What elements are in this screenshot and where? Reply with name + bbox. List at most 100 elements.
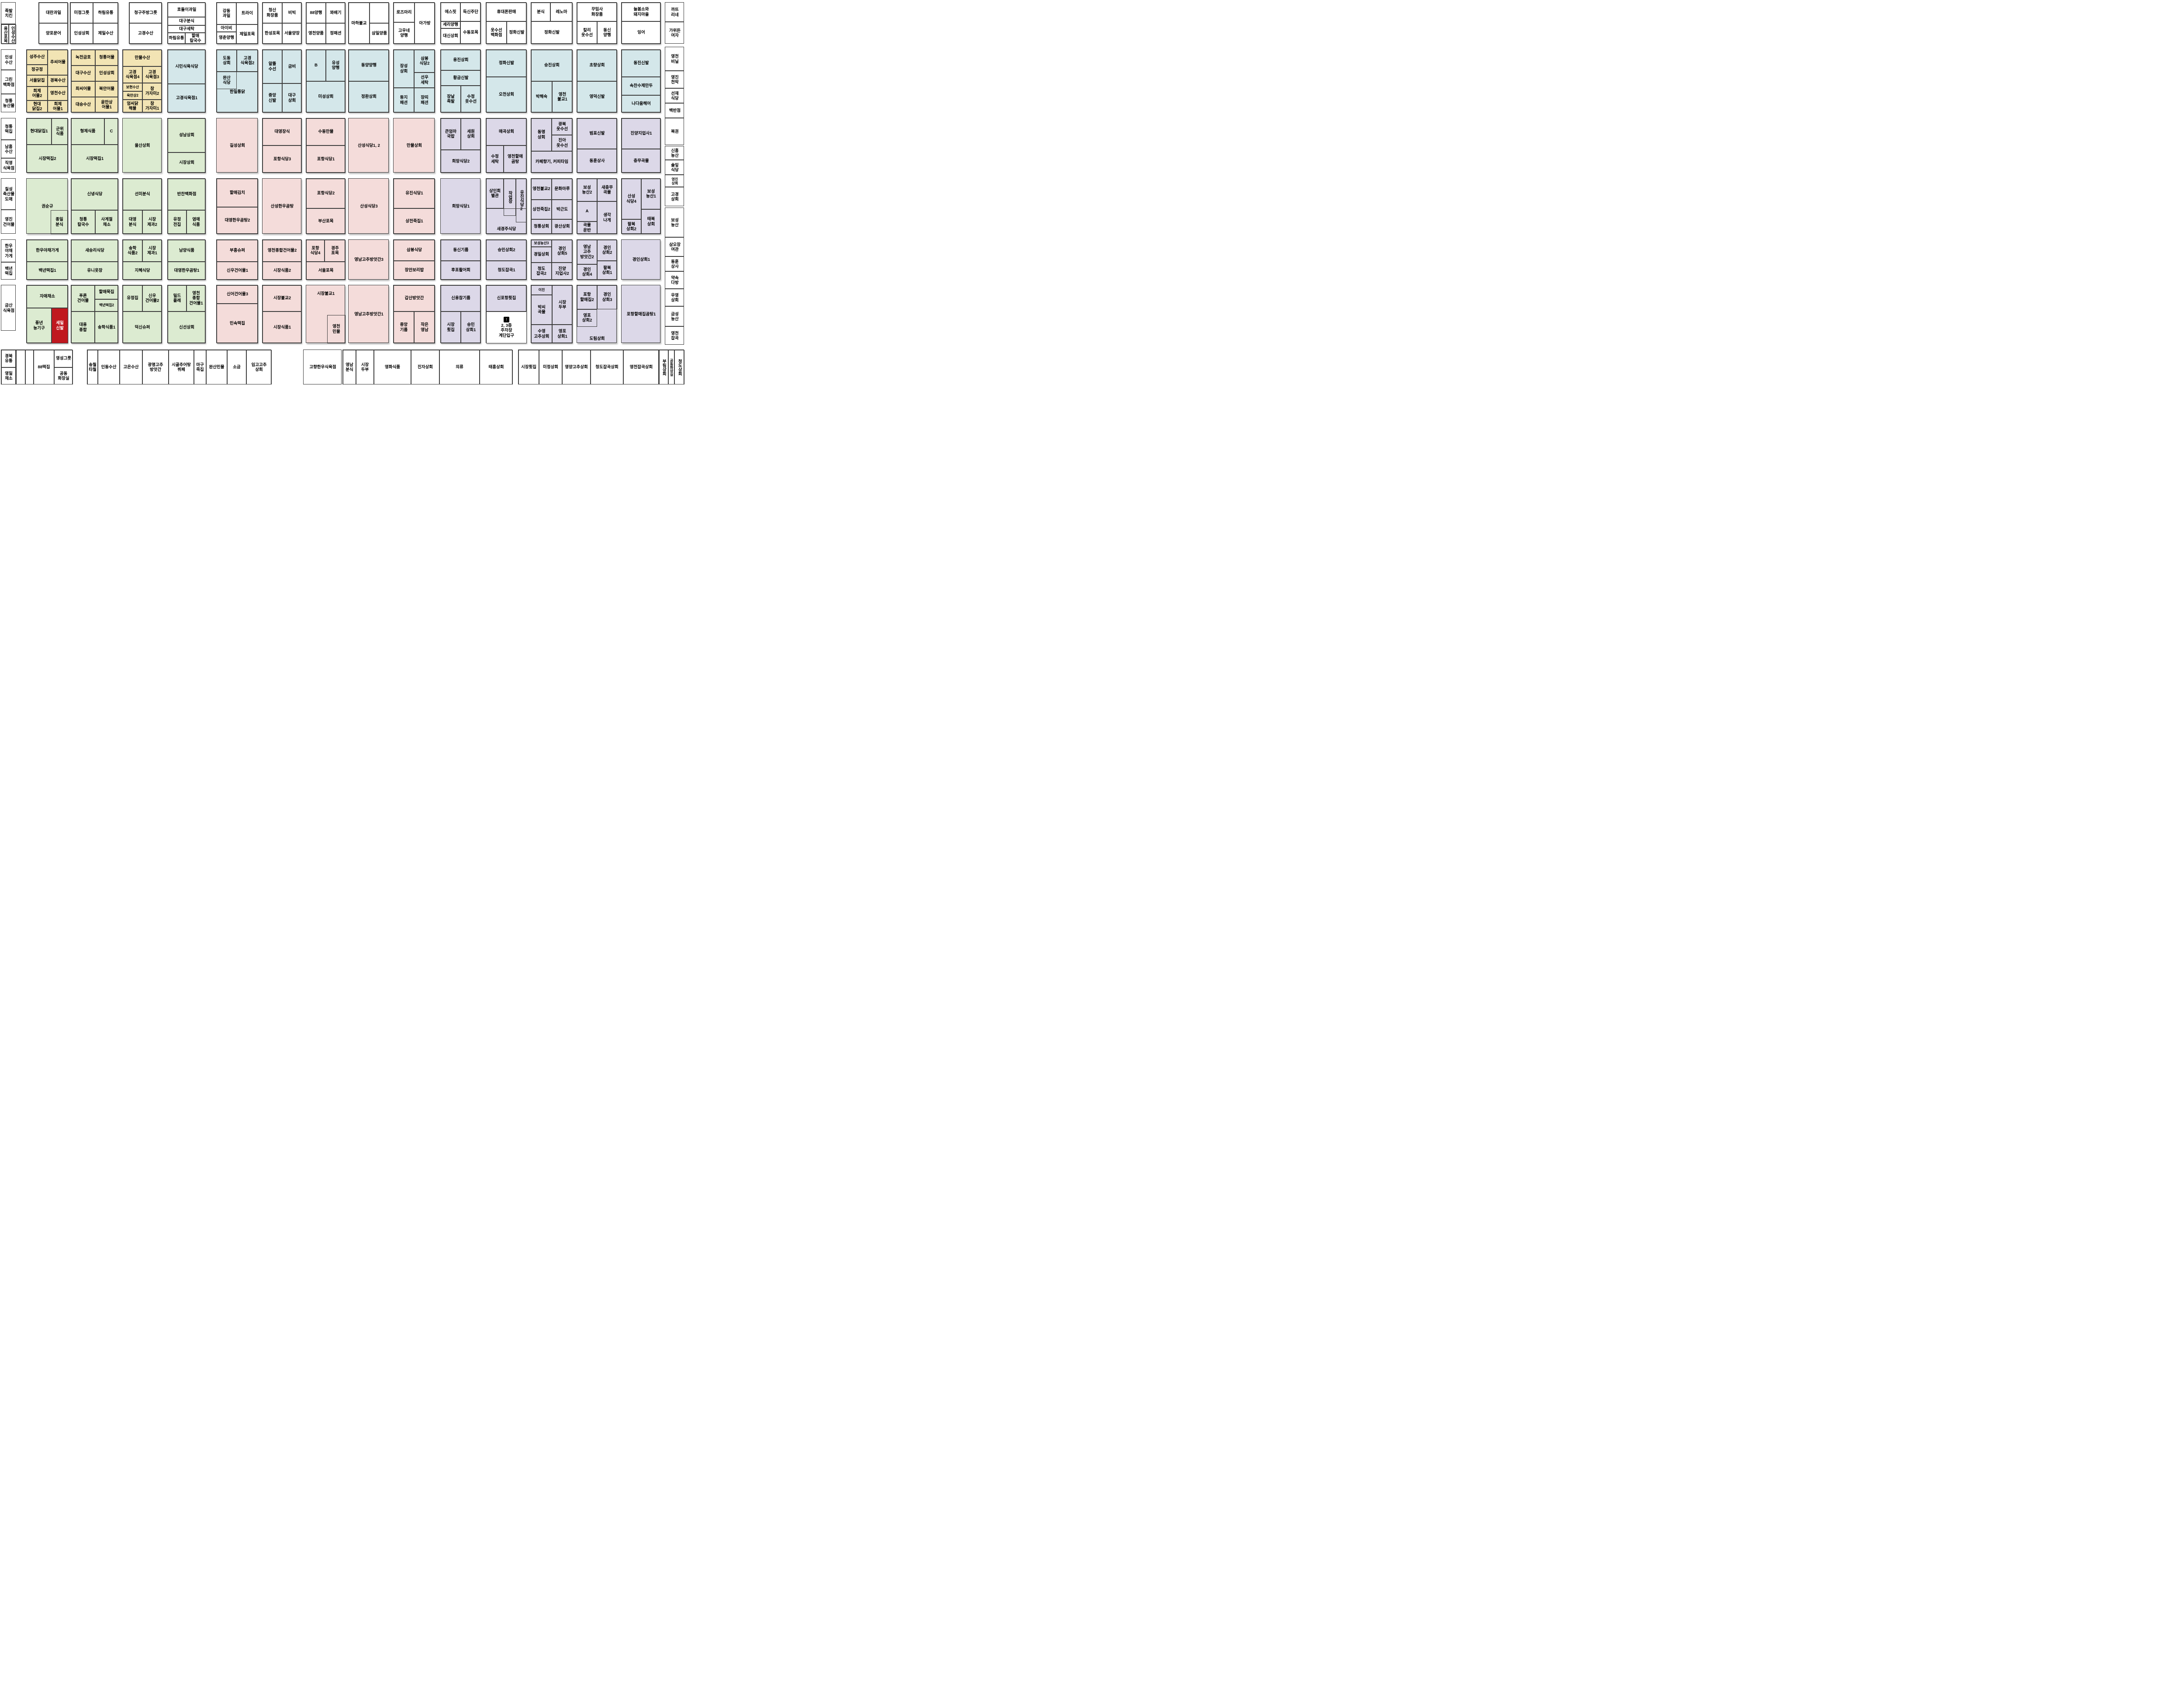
stall-cell: 대영장식 xyxy=(263,118,302,145)
stall-cell: 영남고추방앗간3 xyxy=(354,257,384,263)
stall-cell: 동신기름 xyxy=(441,240,481,261)
stall-cell: 공동 화장실 xyxy=(54,367,73,384)
stall-cell: 민속떡집 xyxy=(217,304,258,343)
stall-cell: 시장 횟집 xyxy=(441,311,461,343)
stall-cell: 포항 할매집2 xyxy=(577,285,597,309)
stall-cell: 삼봉 식당2 xyxy=(414,50,435,73)
block-b1-02: 미정그릇 하림유통 인성상회 제일수산 xyxy=(70,2,118,44)
stall-cell: 나다움헤어 xyxy=(622,95,661,113)
stall-cell: 반찬백화점 xyxy=(168,179,206,210)
block-label-right-01: 까뜨 리네 xyxy=(665,2,684,22)
stall-cell: 송학식품1 xyxy=(95,311,118,343)
stall-cell: 88양행 xyxy=(306,3,326,23)
stall-cell: 매곡상회 xyxy=(486,118,527,145)
block-strip-f: 부림상회 공동화장실 청도상회 xyxy=(659,350,684,384)
block-b2-05: 도동 상회 고경 식육점2 한일통닭 완산 식당 xyxy=(216,49,258,113)
stall-cell: 팔복 상회2 xyxy=(622,219,641,234)
stall-cell: 금산 식육점 xyxy=(3,303,15,313)
stall-cell: 둥지 패션 xyxy=(394,88,414,113)
block-label-right-03: 영천 비닐 xyxy=(665,47,684,71)
stall-cell: 진양지업사1 xyxy=(622,118,661,149)
stall-cell: 수동포목 xyxy=(460,21,481,44)
stall-cell: 유정집 xyxy=(123,285,142,311)
stall-cell: 미정상회 xyxy=(539,350,562,384)
stall-cell: 만물수산 xyxy=(123,50,162,66)
block-b5-10: 동신기름 후포활어회 xyxy=(440,239,481,280)
stall-cell: 영천 불교1 xyxy=(552,81,573,113)
block-b6-07: 시장불교1 영천 민물 xyxy=(306,285,346,343)
block-strip-b: 송월 타월 인동수산 고은수산 광명고추 방앗간 시골추어탕 뷔페 마구 죽집 완산민물 소금… xyxy=(87,350,272,384)
stall-cell: 직영 식육점 xyxy=(3,161,15,171)
stall-cell: 제일포목 xyxy=(236,24,258,44)
stall-cell: 상전죽집1 xyxy=(394,208,435,234)
block-b2-10: 용진상회 황금신발 장날 족발 수정 옷수선 xyxy=(440,49,481,113)
block-label-right-06: 백반점 xyxy=(665,103,684,118)
stall-cell: C xyxy=(104,118,118,145)
stall-cell: 고경 식육점3 xyxy=(142,66,162,83)
stall-cell: 포항식당2 xyxy=(306,179,346,208)
stall-cell: 포항식당1 xyxy=(306,145,346,173)
stall-cell: 영남 고추 방앗간2 xyxy=(577,240,597,264)
stall-cell: 시장 두부 xyxy=(552,285,573,325)
stall-cell: 영천 종합 건어물1 xyxy=(187,285,206,311)
block-b4-09: 유진식당1 상전죽집1 xyxy=(393,178,435,234)
stall-cell: 대용 종합 xyxy=(71,311,95,343)
stall-cell: 동훈 상사 xyxy=(671,259,679,269)
block-b6-14: 포항할매집곰탕1 xyxy=(621,285,660,343)
stall-cell: 인성 수산 xyxy=(5,55,13,65)
stall-cell: 신녕식당 xyxy=(71,179,118,210)
stall-cell: 승민상회2 xyxy=(486,240,527,261)
stall-cell: 광명고추 방앗간 xyxy=(142,350,169,384)
block-b5-07: 포항 식당4 경주 포목 서울포목 xyxy=(306,239,346,280)
stall-cell: B xyxy=(306,50,326,81)
stall-cell: 새충무 곡물 xyxy=(597,179,617,201)
block-b4-08: 산성식당3 xyxy=(348,178,389,234)
stall-cell: 청산 화장품 xyxy=(263,3,282,23)
block-b4-13: 보성 농산2 새충무 곡물 A 생각 나게 곡물 운반 xyxy=(577,178,617,234)
stall-cell: 황금신발 xyxy=(441,70,481,86)
stall-cell: 박해숙 xyxy=(531,81,552,113)
stall-cell: 산성한우곰탕 xyxy=(270,204,294,209)
stall-cell: 신우건어물1 xyxy=(217,262,258,280)
stall-cell: 팔복 상회1 xyxy=(597,261,617,280)
block-label-left-01: 족발 치킨 xyxy=(1,2,16,24)
stall-cell: 카페향기, 커피타임 xyxy=(531,151,573,173)
market-map: 족발 치킨 용산포목 인성수산 인성 수산 그린 백화점 청통 농산물 청통 떡집 남흥 수산… xyxy=(0,0,685,384)
stall-cell: 참 가자미2 xyxy=(142,83,162,100)
stall-cell: 신흥 농산 xyxy=(671,148,679,158)
stall-cell: 산성 식당4 xyxy=(622,179,641,219)
stall-cell: 수동만물 xyxy=(306,118,346,145)
stall-cell: 경북수산 xyxy=(48,75,68,87)
block-b6-10: 신용참기름 시장 횟집 승민 상회1 xyxy=(440,285,481,343)
stall-cell: 새승리식당 xyxy=(71,240,118,262)
stall-cell: 경북 유통 xyxy=(1,350,16,367)
stall-cell: 유진식당2 xyxy=(516,179,527,222)
stall-cell: 용산포목 xyxy=(1,24,9,44)
stall-cell: 대신상회 xyxy=(441,28,460,44)
stall-cell: 대영한우곰탕2 xyxy=(217,207,258,234)
block-b5-14: 경인상회1 xyxy=(621,239,660,280)
block-b2-06: 알뜰 수선 금비 중앙 신발 대구 상회 xyxy=(262,49,302,113)
stall-cell: 신우 건어물2 xyxy=(142,285,162,311)
stall-cell: 영천 비닐 xyxy=(671,54,679,64)
stall-cell: 동양양행 xyxy=(349,50,389,81)
block-b3-03: 울산상회 xyxy=(122,118,162,173)
stall-cell: 청통 칼국수 xyxy=(71,210,95,234)
stall-cell: 휴대폰판매 xyxy=(486,3,527,21)
stall-cell: 도동 상회 xyxy=(217,50,237,72)
stall-cell: 족발 치킨 xyxy=(5,8,13,18)
stall-cell: 비빅 xyxy=(282,3,302,23)
block-b3-09: 만물상회 xyxy=(393,118,435,173)
stall-cell: 보성농산3 xyxy=(531,240,552,247)
stall-cell: 우영 상회 xyxy=(671,293,679,303)
stall-cell: 시장 두부 xyxy=(356,350,374,384)
block-b2-13: 초량상회 영덕신발 xyxy=(577,49,617,113)
stall-cell: 세리양행 xyxy=(441,21,460,28)
stall-cell: 녹전금호 xyxy=(71,50,95,66)
block-b6-09: 갑산방앗간 중앙 기름 작은 영남 xyxy=(393,285,435,343)
stall-cell: 영춘양행 xyxy=(217,32,236,44)
stall-cell: 문화마루 xyxy=(552,179,573,200)
stall-cell: 신포항횟집 xyxy=(486,285,527,311)
stall-cell: 양포문어 xyxy=(39,23,68,44)
block-label-left-08: 직영 식육점 xyxy=(1,158,16,173)
